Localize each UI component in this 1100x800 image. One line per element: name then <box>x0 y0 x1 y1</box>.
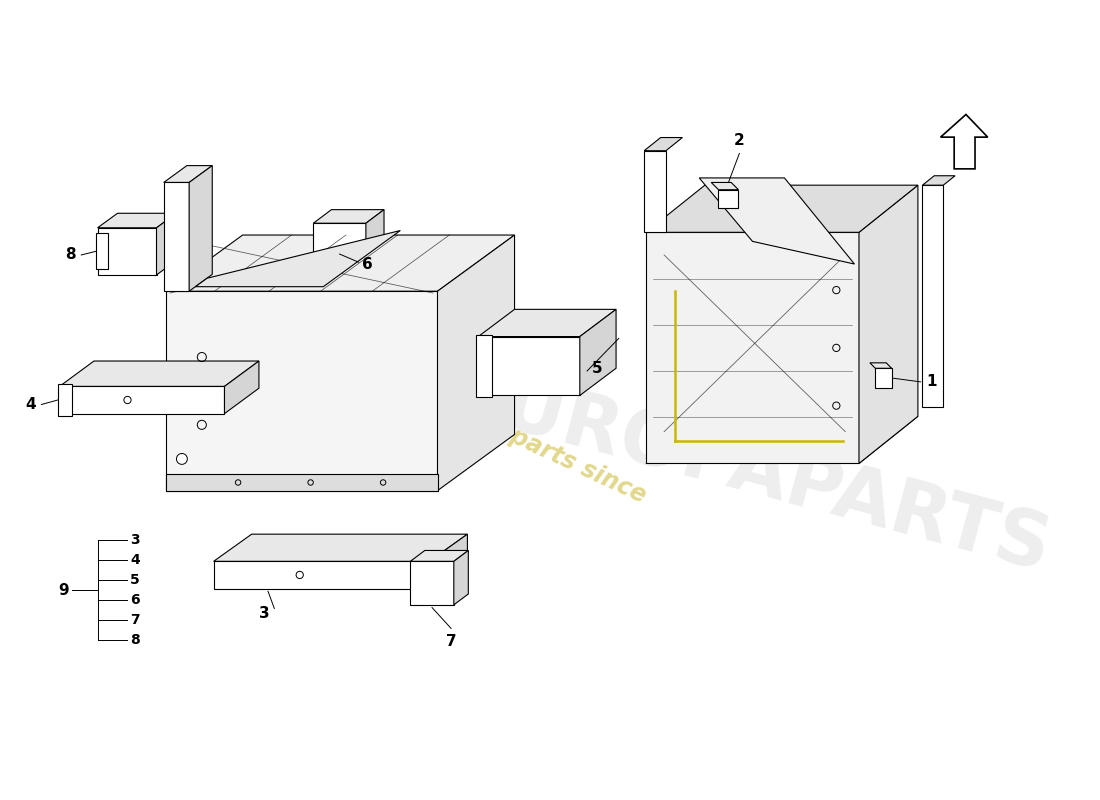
Polygon shape <box>454 550 469 605</box>
Text: 4: 4 <box>25 397 36 412</box>
Polygon shape <box>314 223 366 252</box>
Text: 6: 6 <box>362 257 373 271</box>
Polygon shape <box>645 138 682 150</box>
Polygon shape <box>646 232 859 463</box>
Polygon shape <box>57 384 73 416</box>
Polygon shape <box>196 230 400 286</box>
Polygon shape <box>940 114 988 169</box>
Polygon shape <box>98 214 176 228</box>
Polygon shape <box>580 310 616 395</box>
Polygon shape <box>189 166 212 291</box>
Polygon shape <box>876 368 892 388</box>
Polygon shape <box>98 228 156 275</box>
Text: 6: 6 <box>130 594 140 607</box>
Polygon shape <box>646 185 917 232</box>
Polygon shape <box>314 210 384 223</box>
Polygon shape <box>478 337 580 395</box>
Text: 8: 8 <box>130 634 140 647</box>
Text: 9: 9 <box>58 583 68 598</box>
Text: 3: 3 <box>260 606 270 621</box>
Polygon shape <box>438 235 515 490</box>
Polygon shape <box>645 150 665 232</box>
Polygon shape <box>923 185 944 407</box>
Text: 3: 3 <box>130 534 140 547</box>
Polygon shape <box>166 291 438 490</box>
Polygon shape <box>224 361 258 414</box>
Polygon shape <box>410 562 454 605</box>
Polygon shape <box>859 185 917 463</box>
Polygon shape <box>166 235 515 291</box>
Polygon shape <box>923 176 955 185</box>
Text: 8: 8 <box>65 247 76 262</box>
Polygon shape <box>166 474 438 490</box>
Text: 7: 7 <box>446 634 456 649</box>
Polygon shape <box>156 214 176 275</box>
Polygon shape <box>213 562 429 589</box>
Text: 7: 7 <box>130 614 140 627</box>
Polygon shape <box>164 166 212 182</box>
Polygon shape <box>718 190 738 208</box>
Text: 2: 2 <box>734 133 745 148</box>
Polygon shape <box>478 310 616 337</box>
Polygon shape <box>410 550 469 562</box>
Polygon shape <box>700 178 855 264</box>
Polygon shape <box>59 361 258 386</box>
Polygon shape <box>429 534 468 589</box>
Text: 5: 5 <box>592 361 602 376</box>
Polygon shape <box>870 363 892 368</box>
Polygon shape <box>164 182 189 291</box>
Polygon shape <box>646 416 917 463</box>
Text: 1: 1 <box>926 374 936 390</box>
Text: 5: 5 <box>130 574 140 587</box>
Text: EUROPAPARTS: EUROPAPARTS <box>443 357 1057 588</box>
Text: 4: 4 <box>130 554 140 567</box>
Polygon shape <box>366 210 384 252</box>
Circle shape <box>176 454 187 464</box>
Polygon shape <box>59 386 224 414</box>
Polygon shape <box>213 534 468 562</box>
Polygon shape <box>96 234 109 270</box>
Text: a passion for parts since: a passion for parts since <box>342 347 650 507</box>
Polygon shape <box>712 182 738 190</box>
Polygon shape <box>476 334 492 398</box>
